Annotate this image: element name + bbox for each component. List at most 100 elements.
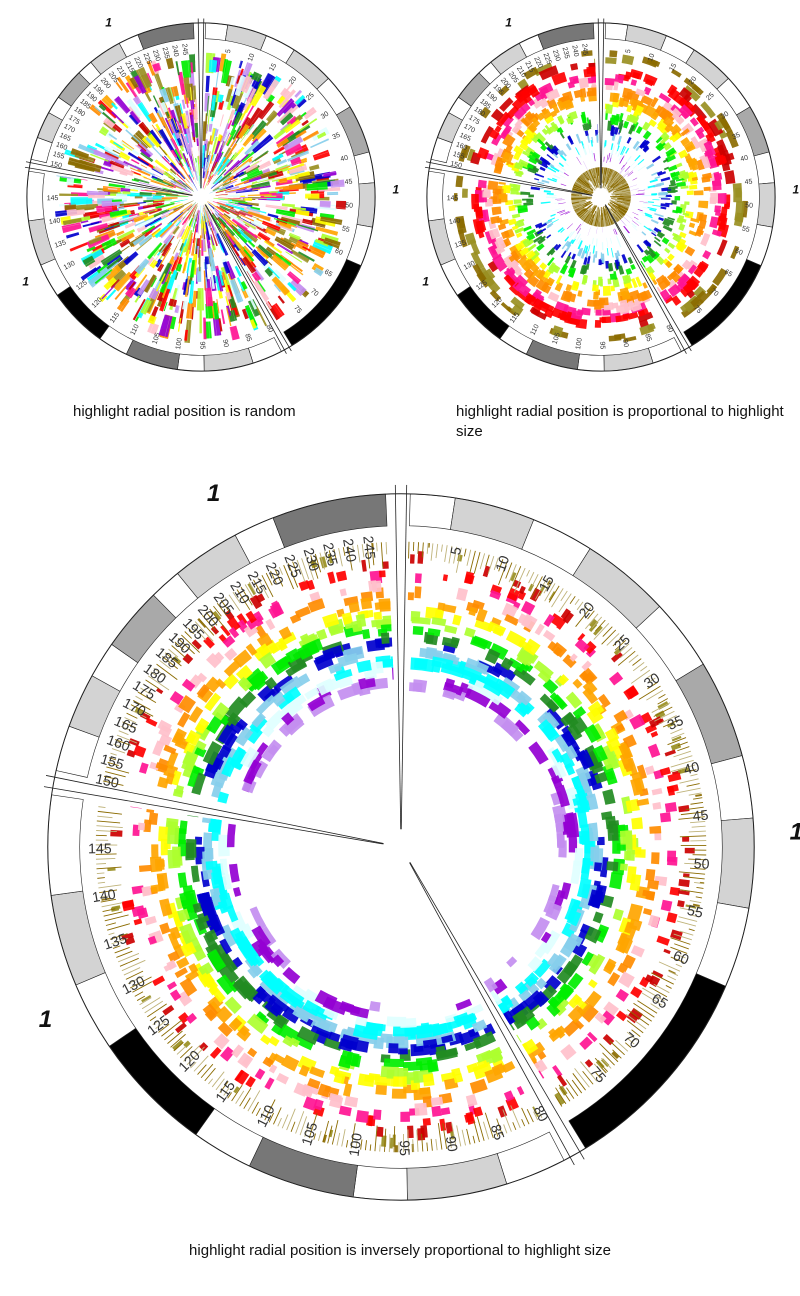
highlight-block [665,202,673,205]
highlight-block [508,284,521,296]
highlight-block [558,162,565,168]
highlight-block [109,156,129,167]
highlight-block [235,726,254,747]
highlight-block [618,971,635,988]
highlight-block [553,174,561,179]
position-tick-label: 125 [144,1012,173,1039]
spike-line [156,663,178,680]
highlight-block [159,922,171,935]
highlight-block [225,904,239,923]
highlight-block [573,231,580,240]
spike-line [430,543,434,561]
highlight-block [576,156,582,165]
highlight-block [550,213,556,217]
highlight-block [152,189,171,193]
highlight-block [167,849,181,869]
highlight-block [184,329,189,341]
spike-line [650,1003,660,1010]
highlight-block [210,94,217,111]
spike-line [95,858,116,860]
highlight-block [400,1111,410,1122]
highlight-block [625,798,640,812]
spike-line [670,764,696,773]
grid-line [64,143,198,196]
highlight-block [687,158,699,168]
spike-line [174,641,185,651]
highlight-block [219,938,233,955]
highlight-block [193,85,197,103]
highlight-block [282,101,297,116]
highlight-block [471,1019,488,1033]
spike-line [416,1129,419,1152]
highlight-block [518,988,533,1003]
highlight-block [202,817,211,824]
highlight-block [228,627,240,639]
highlight-block [514,227,525,234]
highlight-block [166,959,177,971]
grid-line [121,72,199,194]
highlight-block [481,268,496,283]
highlight-block [414,1102,428,1116]
highlight-block [218,213,233,226]
highlight-block [187,179,194,188]
highlight-block [113,271,133,292]
position-tick-label: 20 [575,598,597,620]
highlight-block [223,673,239,690]
highlight-block [245,1076,256,1088]
highlight-block [515,274,529,288]
spike-line [473,551,481,574]
spike-line [508,564,517,583]
highlight-block [507,218,517,226]
highlight-block [233,171,245,179]
position-tick-label: 55 [341,225,350,234]
chromosome-label: 1 [790,819,800,846]
highlight-block [251,181,271,189]
highlight-block [559,982,573,996]
highlight-block [596,836,605,846]
highlight-block [201,145,205,168]
highlight-block [684,211,694,219]
highlight-block [546,192,554,195]
highlight-block [517,204,528,212]
highlight-block [704,151,714,166]
highlight-block [194,836,203,845]
highlight-block [371,580,382,593]
highlight-block [223,213,231,220]
highlight-block [570,309,583,320]
highlight-block [393,1076,407,1087]
highlight-block [547,217,556,222]
spike-line [247,1090,261,1112]
position-tick-label: 230 [151,49,161,62]
highlight-block [667,216,675,221]
highlight-block [182,191,193,195]
highlight-block [144,915,157,926]
highlight-block [261,220,281,232]
spike-line [601,1057,612,1069]
highlight-block [712,268,728,287]
spike-line [679,907,700,913]
highlight-block [650,112,660,121]
highlight-block [133,918,143,926]
highlight-block [376,1126,384,1137]
highlight-block [105,289,117,301]
spike-line [295,1111,305,1134]
highlight-block [179,103,184,116]
highlight-block [298,251,315,262]
highlight-block [659,766,671,776]
highlight-block [607,972,621,987]
highlight-block [202,207,208,225]
position-tick-label: 90 [443,1135,461,1153]
highlight-block [694,126,705,136]
highlight-block [232,125,242,140]
highlight-block [473,1106,484,1117]
highlight-block [199,310,202,334]
grid-line [194,200,201,344]
highlight-block [578,221,585,230]
highlight-block [491,206,502,216]
highlight-block [579,1036,593,1051]
spike-line [673,933,692,941]
highlight-block [603,156,605,162]
spike-line [150,671,158,677]
highlight-block [309,1066,325,1078]
highlight-block [546,580,551,586]
